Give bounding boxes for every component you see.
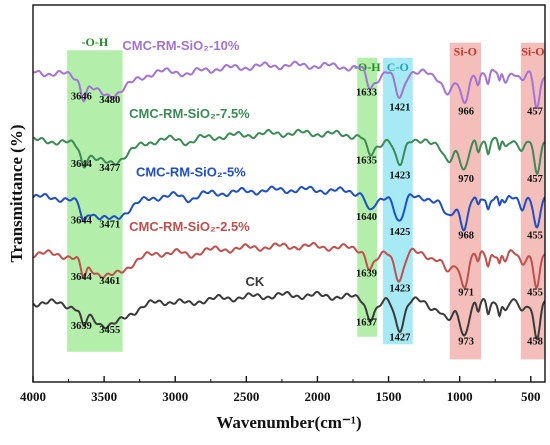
series-line (32, 128, 546, 176)
band-label: Si-O (454, 45, 477, 59)
peak-label: 3644 (71, 272, 93, 283)
peak-label: 3477 (99, 163, 120, 174)
x-tick-label: 3000 (162, 389, 188, 404)
peak-label: 1637 (356, 317, 377, 328)
series-label: CMC-RM-SiO₂-7.5% (129, 106, 250, 121)
peak-label: 1421 (389, 103, 410, 114)
x-tick-label: 1000 (447, 389, 473, 404)
series-line (32, 185, 546, 232)
peak-label: 3471 (99, 219, 120, 230)
peak-label: 3461 (99, 276, 120, 287)
series-label: CMC-RM-SiO₂-10% (122, 38, 239, 53)
series-label: CMC-RM-SiO₂-5% (136, 165, 246, 180)
peak-label: 457 (527, 174, 543, 185)
peak-label: 1640 (356, 212, 377, 223)
series-label: CMC-RM-SiO₂-2.5% (129, 219, 250, 234)
peak-label: 1427 (389, 333, 410, 344)
peak-label: 458 (527, 336, 543, 347)
peak-label: 1423 (389, 284, 410, 295)
peak-label: 3480 (99, 95, 120, 106)
peak-label: 457 (527, 106, 543, 117)
x-tick-label: 3500 (91, 389, 117, 404)
x-tick-label: 1500 (376, 389, 402, 404)
band-region (357, 57, 378, 337)
x-tick-label: 2500 (233, 389, 259, 404)
peak-label: 3646 (71, 91, 92, 102)
peak-label: 1425 (389, 227, 410, 238)
peak-label: 968 (458, 231, 474, 242)
series-line (32, 60, 546, 110)
band-region (382, 57, 413, 345)
y-axis-title: Transmittance (%) (7, 124, 26, 262)
peak-label: 966 (458, 106, 474, 117)
peak-label: 1635 (356, 155, 377, 166)
band-label: -O-H (354, 60, 381, 74)
x-tick-label: 500 (521, 389, 541, 404)
peak-label: 973 (458, 336, 474, 347)
series-line (32, 241, 546, 290)
band-label: -O-H (82, 35, 109, 49)
peak-label: 971 (458, 287, 474, 298)
peak-label: 1639 (356, 268, 377, 279)
peak-label: 455 (527, 231, 543, 242)
peak-label: 3455 (99, 325, 120, 336)
band-label: Si-O (521, 45, 544, 59)
peak-label: 3644 (71, 216, 93, 227)
plot-frame (32, 4, 546, 383)
x-tick-label: 2000 (304, 389, 330, 404)
peak-label: 1423 (389, 170, 410, 181)
x-tick-label: 4000 (20, 389, 46, 404)
series-line (32, 290, 546, 341)
peak-label: 455 (527, 287, 543, 298)
band-label: C-O (387, 60, 409, 74)
peak-label: 3644 (71, 159, 93, 170)
peak-label: 3639 (71, 321, 92, 332)
series-label: CK (245, 274, 264, 289)
peak-label: 1633 (356, 87, 377, 98)
peak-label: 970 (458, 174, 474, 185)
x-axis-title: Wavenumber(cm⁻¹) (216, 413, 361, 432)
